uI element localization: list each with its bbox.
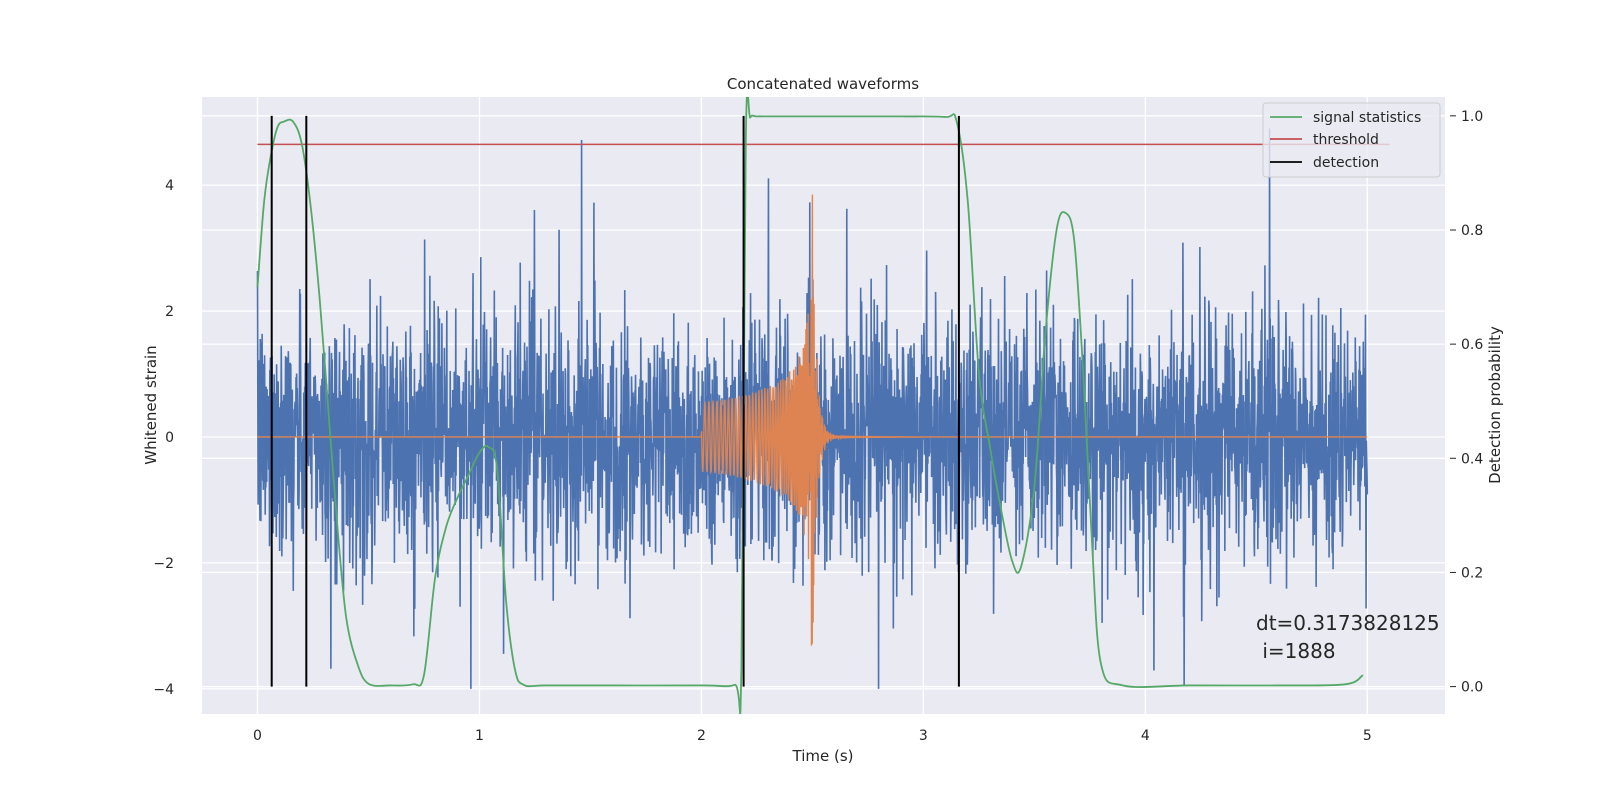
- x-axis-label: Time (s): [792, 747, 854, 765]
- y2-tick-label: 0.8: [1461, 223, 1483, 239]
- y2-tick-label: 0.0: [1461, 680, 1483, 696]
- legend-label-threshold: threshold: [1313, 132, 1379, 148]
- x-tick-label: 2: [697, 728, 706, 744]
- axis-ticks: 0 1 2 3 4 5 −4 −2 0 2 4 0.0 0.2 0.4 0.6 0.8 1.0: [153, 109, 1483, 744]
- series-detection: [270, 115, 960, 687]
- annotation-dt: dt=0.3173828125: [1256, 611, 1440, 635]
- y-tick-label: 4: [165, 178, 174, 194]
- y-tick-label: 0: [165, 430, 174, 446]
- y-tick-label: −4: [153, 682, 174, 698]
- x-tick-label: 5: [1363, 728, 1372, 744]
- series-signal-statistics: [256, 97, 1364, 714]
- legend-box: [1262, 102, 1441, 178]
- x-tick-label: 0: [253, 728, 262, 744]
- y2-tick-label: 0.4: [1461, 451, 1483, 467]
- legend-label-detection: detection: [1313, 155, 1379, 171]
- y2-axis-label: Detection probability: [1486, 326, 1504, 484]
- y2-tick-label: 1.0: [1461, 109, 1483, 125]
- x-tick-label: 3: [919, 728, 928, 744]
- series-template-waveform: [257, 194, 1368, 646]
- legend-label-signal-statistics: signal statistics: [1313, 110, 1421, 126]
- x-tick-label: 1: [475, 728, 484, 744]
- y-tick-label: 2: [165, 304, 174, 320]
- legend: signal statistics threshold detection: [1262, 102, 1441, 178]
- y-tick-label: −2: [153, 556, 174, 572]
- chart-title: Concatenated waveforms: [727, 75, 919, 93]
- x-tick-label: 4: [1141, 728, 1150, 744]
- y-axis-label: Whitened strain: [142, 345, 160, 464]
- y2-tick-label: 0.2: [1461, 565, 1483, 581]
- plot-area: [256, 97, 1390, 714]
- y2-tick-label: 0.6: [1461, 337, 1483, 353]
- annotation-index: i=1888: [1256, 639, 1336, 663]
